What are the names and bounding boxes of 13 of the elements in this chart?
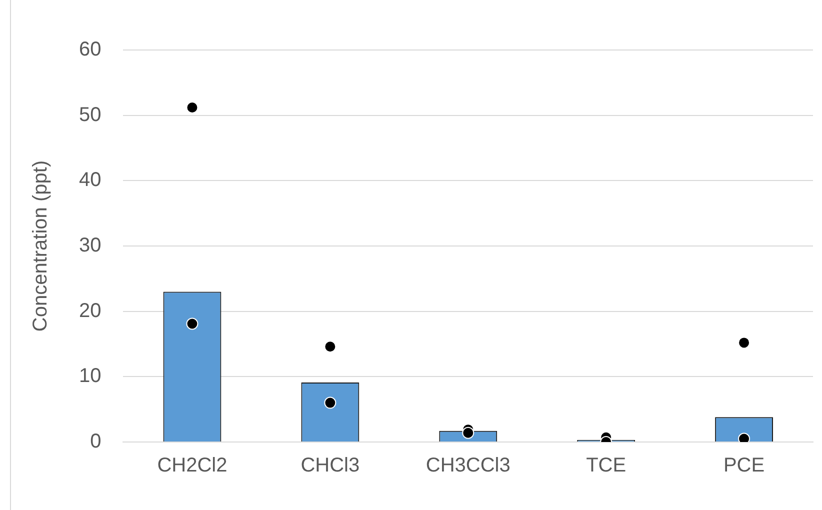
y-tick-label: 60	[78, 38, 102, 61]
y-tick-label: 40	[78, 169, 102, 192]
x-tick-label: CH3CCl3	[426, 454, 510, 477]
y-tick-label: 20	[78, 300, 102, 322]
y-tick-label: 0	[90, 430, 102, 453]
x-tick-label: CHCl3	[300, 454, 360, 477]
x-tick-label: TCE	[586, 454, 626, 477]
y-tick-label: 30	[78, 234, 102, 257]
x-tick-label: CH2Cl2	[157, 454, 228, 477]
y-axis-title: Concentration (ppt)	[30, 160, 52, 332]
y-tick-label: 50	[78, 104, 102, 126]
x-tick-label: PCE	[723, 454, 765, 477]
y-tick-label: 10	[78, 365, 102, 388]
